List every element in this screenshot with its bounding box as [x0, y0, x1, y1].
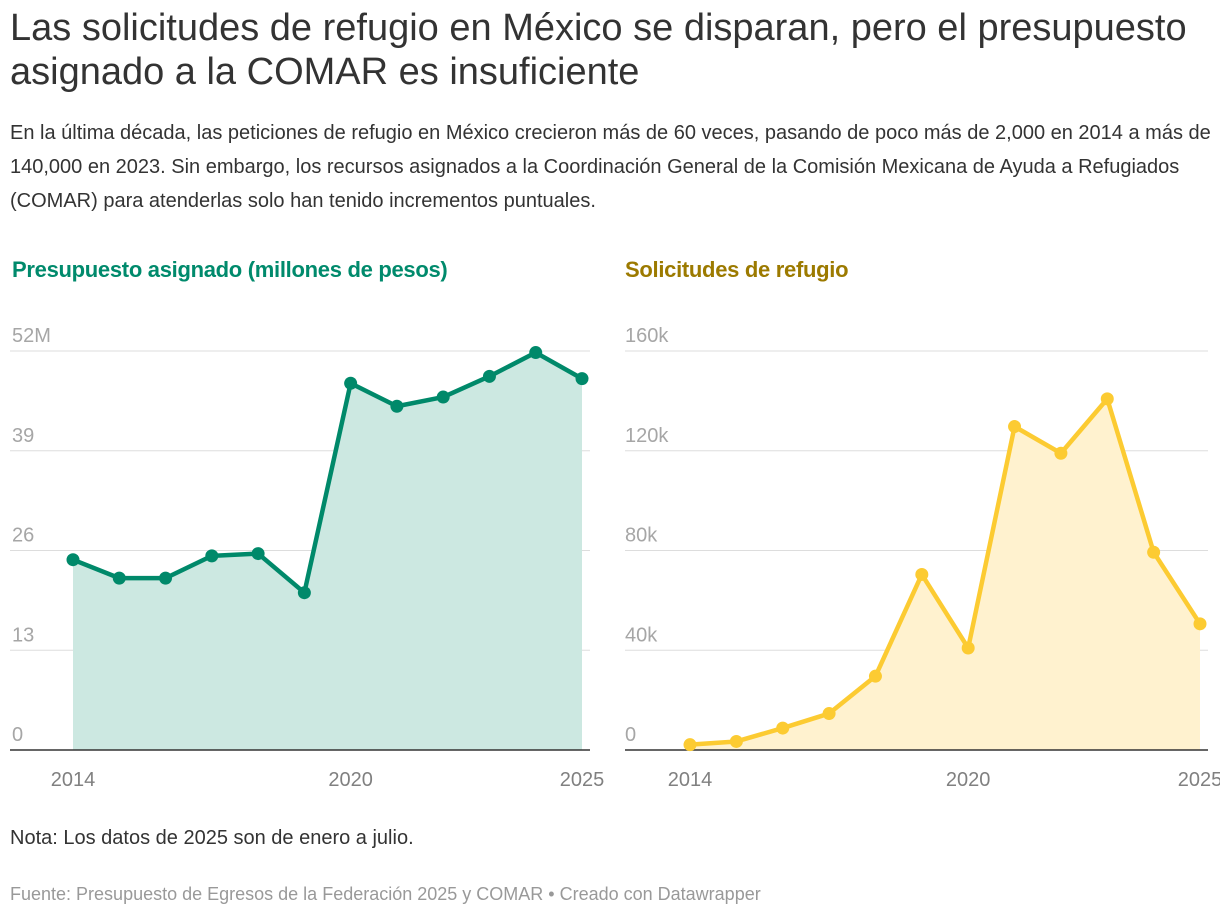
budget-point-2014[interactable]	[66, 553, 80, 567]
budget-x-tick-label: 2025	[560, 769, 605, 791]
budget-y-tick-label: 39	[12, 425, 34, 447]
requests-y-tick-label: 0	[625, 724, 636, 746]
budget-x-tick-label: 2020	[328, 769, 373, 791]
requests-point-2023[interactable]	[1100, 392, 1114, 406]
budget-y-tick-label: 13	[12, 624, 34, 646]
budget-area	[73, 352, 582, 750]
requests-point-2021[interactable]	[1008, 420, 1022, 434]
requests-point-2014[interactable]	[683, 738, 697, 752]
requests-chart: 0 40k 80k 120k 160k 2014 2020 2025	[625, 325, 1220, 791]
intro-text: En la última década, las peticiones de r…	[10, 122, 1211, 212]
requests-point-2022[interactable]	[1054, 446, 1068, 460]
requests-point-2017[interactable]	[822, 707, 836, 721]
budget-point-2018[interactable]	[251, 547, 265, 561]
requests-point-2015[interactable]	[729, 734, 743, 748]
requests-chart-title: Solicitudes de refugio	[625, 257, 849, 282]
budget-series-line	[70, 350, 585, 595]
budget-point-2021[interactable]	[390, 399, 404, 413]
requests-area	[690, 398, 1200, 750]
budget-point-2024[interactable]	[529, 346, 543, 360]
requests-point-2019[interactable]	[915, 567, 929, 581]
requests-series-line	[687, 396, 1203, 747]
requests-y-tick-label: 120k	[625, 425, 669, 447]
requests-y-tick-label: 160k	[625, 325, 669, 347]
requests-x-tick-label: 2020	[946, 769, 991, 791]
requests-point-2018[interactable]	[868, 669, 882, 683]
budget-x-tick-label: 2014	[51, 769, 96, 791]
budget-point-2020[interactable]	[344, 376, 358, 390]
budget-point-2016[interactable]	[159, 571, 173, 585]
budget-y-tick-label: 0	[12, 724, 23, 746]
requests-x-tick-label: 2014	[668, 769, 713, 791]
budget-chart: 0 13 26 39 52M 2014 2020 2025	[10, 325, 604, 791]
requests-point-2020[interactable]	[961, 641, 975, 655]
requests-point-2024[interactable]	[1147, 545, 1161, 559]
budget-y-tick-label: 26	[12, 525, 34, 547]
budget-y-tick-label: 52M	[12, 325, 51, 347]
budget-chart-title: Presupuesto asignado (millones de pesos)	[12, 257, 448, 282]
requests-y-tick-label: 80k	[625, 525, 658, 547]
budget-point-2022[interactable]	[436, 390, 450, 404]
budget-point-2023[interactable]	[482, 369, 496, 383]
headline: Las solicitudes de refugio en México se …	[10, 7, 1187, 93]
requests-y-tick-label: 40k	[625, 624, 658, 646]
requests-point-2016[interactable]	[776, 721, 790, 735]
requests-point-2025[interactable]	[1193, 617, 1207, 631]
budget-point-2017[interactable]	[205, 549, 219, 563]
requests-x-tick-label: 2025	[1178, 769, 1220, 791]
budget-point-2019[interactable]	[297, 586, 311, 600]
note: Nota: Los datos de 2025 son de enero a j…	[10, 827, 414, 849]
source-footer: Fuente: Presupuesto de Egresos de la Fed…	[10, 884, 761, 904]
budget-point-2025[interactable]	[575, 372, 589, 386]
budget-point-2015[interactable]	[112, 571, 126, 585]
